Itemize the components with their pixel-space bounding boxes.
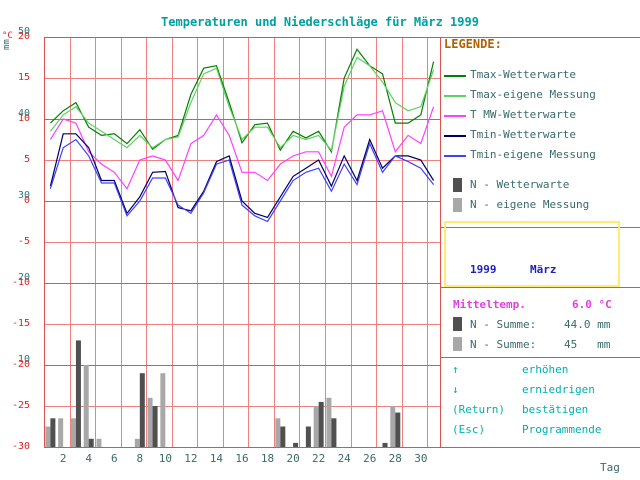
x-tick-label: 26 — [363, 452, 377, 465]
precip-bar-own — [313, 406, 319, 447]
precip-bar-own — [70, 418, 76, 447]
help-action-up: erhöhen — [522, 363, 569, 376]
precip-bar-own — [147, 397, 153, 447]
legend-swatch-n-own — [453, 198, 462, 212]
temp-tick-label: 10 — [17, 113, 30, 124]
legend-swatch-n-ww — [453, 178, 462, 192]
precip-tick-label: 50 — [17, 26, 30, 37]
precip-bar-own — [275, 418, 281, 447]
temp-tick-label: 5 — [23, 154, 30, 165]
temp-tick-label: -25 — [11, 400, 30, 411]
n-summe-ww-value: 44.0 mm — [564, 318, 611, 331]
x-tick-label: 28 — [388, 452, 402, 465]
help-key-return: (Return) — [452, 403, 505, 416]
temp-tick-label: -15 — [11, 318, 30, 329]
precip-bar-own — [96, 438, 102, 447]
precip-bar-ww — [293, 442, 299, 447]
precip-bar-ww — [382, 442, 388, 447]
temp-tick-label: -5 — [17, 236, 30, 247]
legend-item-tmax-own: Tmax-eigene Messung — [470, 88, 596, 101]
month-value[interactable]: März — [530, 263, 557, 276]
n-summe-own-value: 45 mm — [564, 338, 611, 351]
legend-swatch-tmax-ww — [444, 75, 466, 77]
legend-item-tmw-ww: T MW-Wetterwarte — [470, 108, 576, 121]
precip-bar-own — [58, 418, 64, 447]
x-tick-label: 12 — [184, 452, 198, 465]
precip-tick-label: 40 — [17, 108, 30, 119]
legend-item-n-own: N - eigene Messung — [470, 198, 590, 211]
precip-bar-ww — [395, 412, 401, 447]
tmin-own-line — [49, 138, 435, 223]
x-tick-label: 8 — [136, 452, 144, 465]
precip-tick-label: 10 — [17, 354, 30, 365]
year-value[interactable]: 1999 — [470, 263, 497, 276]
help-action-down: erniedrigen — [522, 383, 595, 396]
n-summe-ww-label: N - Summe: — [470, 318, 537, 331]
legend-swatch-tmin-ww — [444, 135, 466, 137]
temp-tick-label: -20 — [11, 359, 30, 370]
legend-item-tmin-own: Tmin-eigene Messung — [470, 148, 596, 161]
precip-bar-ww — [88, 438, 94, 447]
tmin-ww-line — [49, 133, 435, 219]
precip-bar-ww — [152, 406, 158, 447]
precip-bar-own — [45, 426, 51, 447]
precip-bar-ww — [280, 426, 286, 447]
temp-tick-label: 20 — [17, 31, 30, 42]
precip-bar-ww — [331, 418, 337, 447]
mitteltemp-value: 6.0 °C — [572, 298, 612, 311]
x-tick-label: 20 — [286, 452, 300, 465]
temp-tick-label: 15 — [17, 72, 30, 83]
legend-swatch-tmin-own — [444, 155, 466, 157]
tmw-ww-line — [49, 106, 435, 190]
help-key-esc: (Esc) — [452, 423, 486, 436]
help-key-up: ↑ — [452, 363, 459, 376]
mitteltemp-label: Mitteltemp. — [453, 298, 526, 311]
precip-bar-own — [83, 365, 89, 447]
precip-bar-ww — [139, 373, 145, 447]
legend-item-tmin-ww: Tmin-Wetterwarte — [470, 128, 576, 141]
precip-bar-own — [326, 397, 332, 447]
temp-tick-label: 0 — [23, 195, 30, 206]
period-selector[interactable] — [444, 221, 620, 287]
x-tick-label: 22 — [312, 452, 326, 465]
legend-item-tmax-ww: Tmax-Wetterwarte — [470, 68, 576, 81]
x-tick-label: 2 — [59, 452, 67, 465]
legend-title: LEGENDE: — [444, 37, 502, 51]
help-action-esc: Programmende — [522, 423, 602, 436]
x-tick-label: 4 — [85, 452, 93, 465]
x-tick-label: 14 — [209, 452, 224, 465]
tmax-own-line — [49, 56, 435, 152]
x-tick-label: 6 — [110, 452, 118, 465]
n-summe-ww-swatch — [453, 317, 462, 331]
precip-tick-label: 30 — [17, 190, 30, 201]
help-key-down: ↓ — [452, 383, 459, 396]
x-axis-label: Tag — [600, 461, 620, 474]
precip-tick-label: 20 — [17, 272, 30, 283]
temp-unit-label: °C — [2, 31, 13, 41]
precip-bar-own — [160, 373, 166, 447]
n-summe-own-label: N - Summe: — [470, 338, 537, 351]
legend-item-n-ww: N - Wetterwarte — [470, 178, 570, 191]
temp-tick-label: -10 — [11, 277, 30, 288]
x-tick-label: 18 — [260, 452, 275, 465]
plot-border — [44, 37, 441, 448]
precip-bar-ww — [50, 418, 56, 447]
x-tick-label: 16 — [235, 452, 249, 465]
precip-bar-ww — [305, 426, 311, 447]
x-tick-label: 30 — [414, 452, 428, 465]
precip-bar-ww — [318, 401, 324, 447]
n-summe-own-swatch — [453, 337, 462, 351]
legend-swatch-tmw-ww — [444, 115, 466, 117]
x-tick-label: 24 — [337, 452, 351, 465]
precip-bar-own — [390, 406, 396, 447]
temp-tick-label: -30 — [11, 441, 30, 452]
precip-bar-own — [134, 438, 140, 447]
precip-bar-ww — [75, 340, 81, 447]
legend-swatch-tmax-own — [444, 95, 466, 97]
chart-title: Temperaturen und Niederschläge für März … — [161, 15, 479, 29]
x-tick-label: 10 — [158, 452, 172, 465]
help-action-return: bestätigen — [522, 403, 589, 416]
